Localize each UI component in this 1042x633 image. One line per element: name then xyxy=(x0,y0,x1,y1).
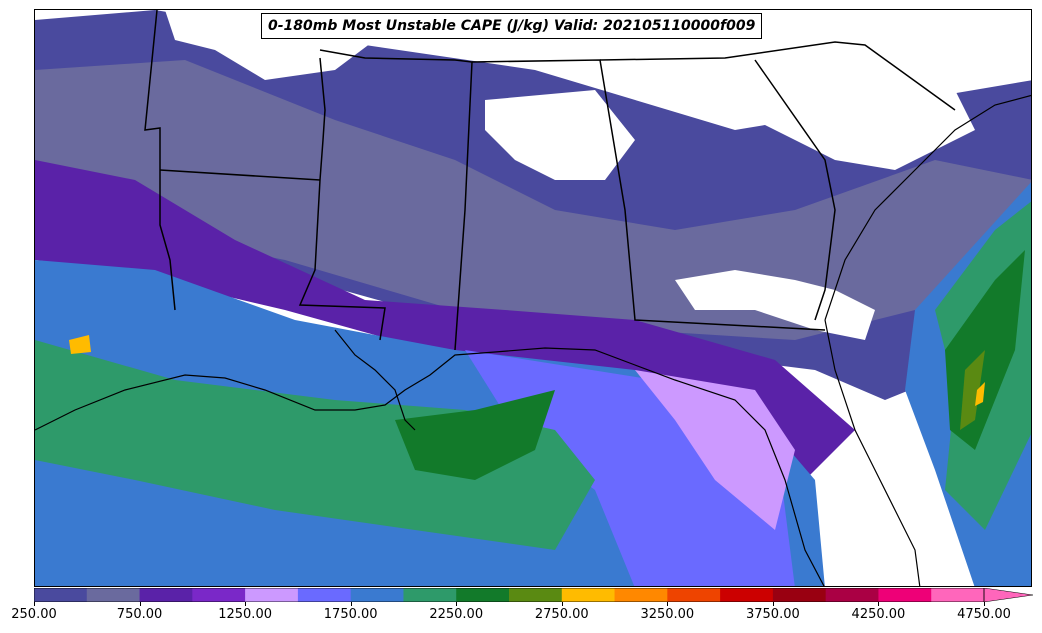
colorbar-tick-mark xyxy=(456,602,458,606)
colorbar-segment xyxy=(297,588,352,602)
colorbar-tick-mark xyxy=(984,602,985,606)
colorbar-segment xyxy=(720,588,774,602)
colorbar-tick-mark xyxy=(878,602,880,606)
colorbar-segment xyxy=(931,588,985,602)
colorbar-segment xyxy=(561,588,616,602)
colorbar-tick-mark xyxy=(667,602,669,606)
colorbar-segment xyxy=(456,588,510,602)
cape-region-atlantic-olive xyxy=(960,350,985,430)
colorbar-segment xyxy=(667,588,721,602)
state-borders xyxy=(144,10,956,351)
coastline xyxy=(35,94,1031,586)
colorbar-segment xyxy=(192,588,246,602)
colorbar-segment xyxy=(139,588,193,602)
cape-region-land-slate xyxy=(35,60,1031,340)
cape-region-lavender xyxy=(635,370,795,530)
map-panel xyxy=(34,9,1032,587)
colorbar-tick-mark xyxy=(350,602,352,606)
no-cape-florida xyxy=(855,440,895,490)
colorbar-tick-label: 3750.00 xyxy=(745,607,800,622)
colorbar-outline xyxy=(34,588,985,602)
colorbar-segment xyxy=(509,588,563,602)
colorbar-tick-label: 750.00 xyxy=(116,607,163,622)
colorbar-tick-label: 3250.00 xyxy=(640,607,695,622)
colorbar-tick-label: 2750.00 xyxy=(534,607,589,622)
colorbar-tick-label: 2250.00 xyxy=(429,607,484,622)
colorbar-segment xyxy=(772,588,827,602)
colorbar-tick-label: 250.00 xyxy=(11,607,57,622)
colorbar-segment xyxy=(350,588,404,602)
no-cape-alabama xyxy=(485,90,635,180)
cape-region-west-gold xyxy=(69,335,91,354)
colorbar-tick-mark xyxy=(34,602,35,606)
colorbar-tick-mark xyxy=(561,602,563,606)
colorbar-tick-label: 1250.00 xyxy=(218,607,272,622)
colorbar-tick-mark xyxy=(245,602,247,606)
cape-region-gulf-darkgreen xyxy=(395,390,555,480)
cape-map xyxy=(35,10,1031,586)
colorbar-segment xyxy=(34,588,88,602)
colorbar-segment xyxy=(825,588,879,602)
cape-region-land-violet xyxy=(35,160,855,490)
colorbar-segment xyxy=(245,588,299,602)
colorbar-tick-label: 4750.00 xyxy=(957,607,1011,622)
colorbar xyxy=(34,588,1034,602)
colorbar-tick-mark xyxy=(139,602,141,606)
colorbar-segment xyxy=(403,588,457,602)
colorbar-segment xyxy=(614,588,668,602)
map-title: 0-180mb Most Unstable CAPE (J/kg) Valid:… xyxy=(261,13,763,39)
colorbar-tick-label: 4250.00 xyxy=(851,607,906,622)
cape-region-atlantic-gold xyxy=(975,382,985,406)
colorbar-segment xyxy=(878,588,932,602)
cape-region-gulf-green xyxy=(35,340,595,550)
colorbar-tick-mark xyxy=(772,602,774,606)
colorbar-tick-label: 1750.00 xyxy=(323,607,378,622)
colorbar-extend-arrow xyxy=(983,588,1034,602)
no-cape-carolinas xyxy=(715,50,975,170)
colorbar-segment xyxy=(86,588,141,602)
